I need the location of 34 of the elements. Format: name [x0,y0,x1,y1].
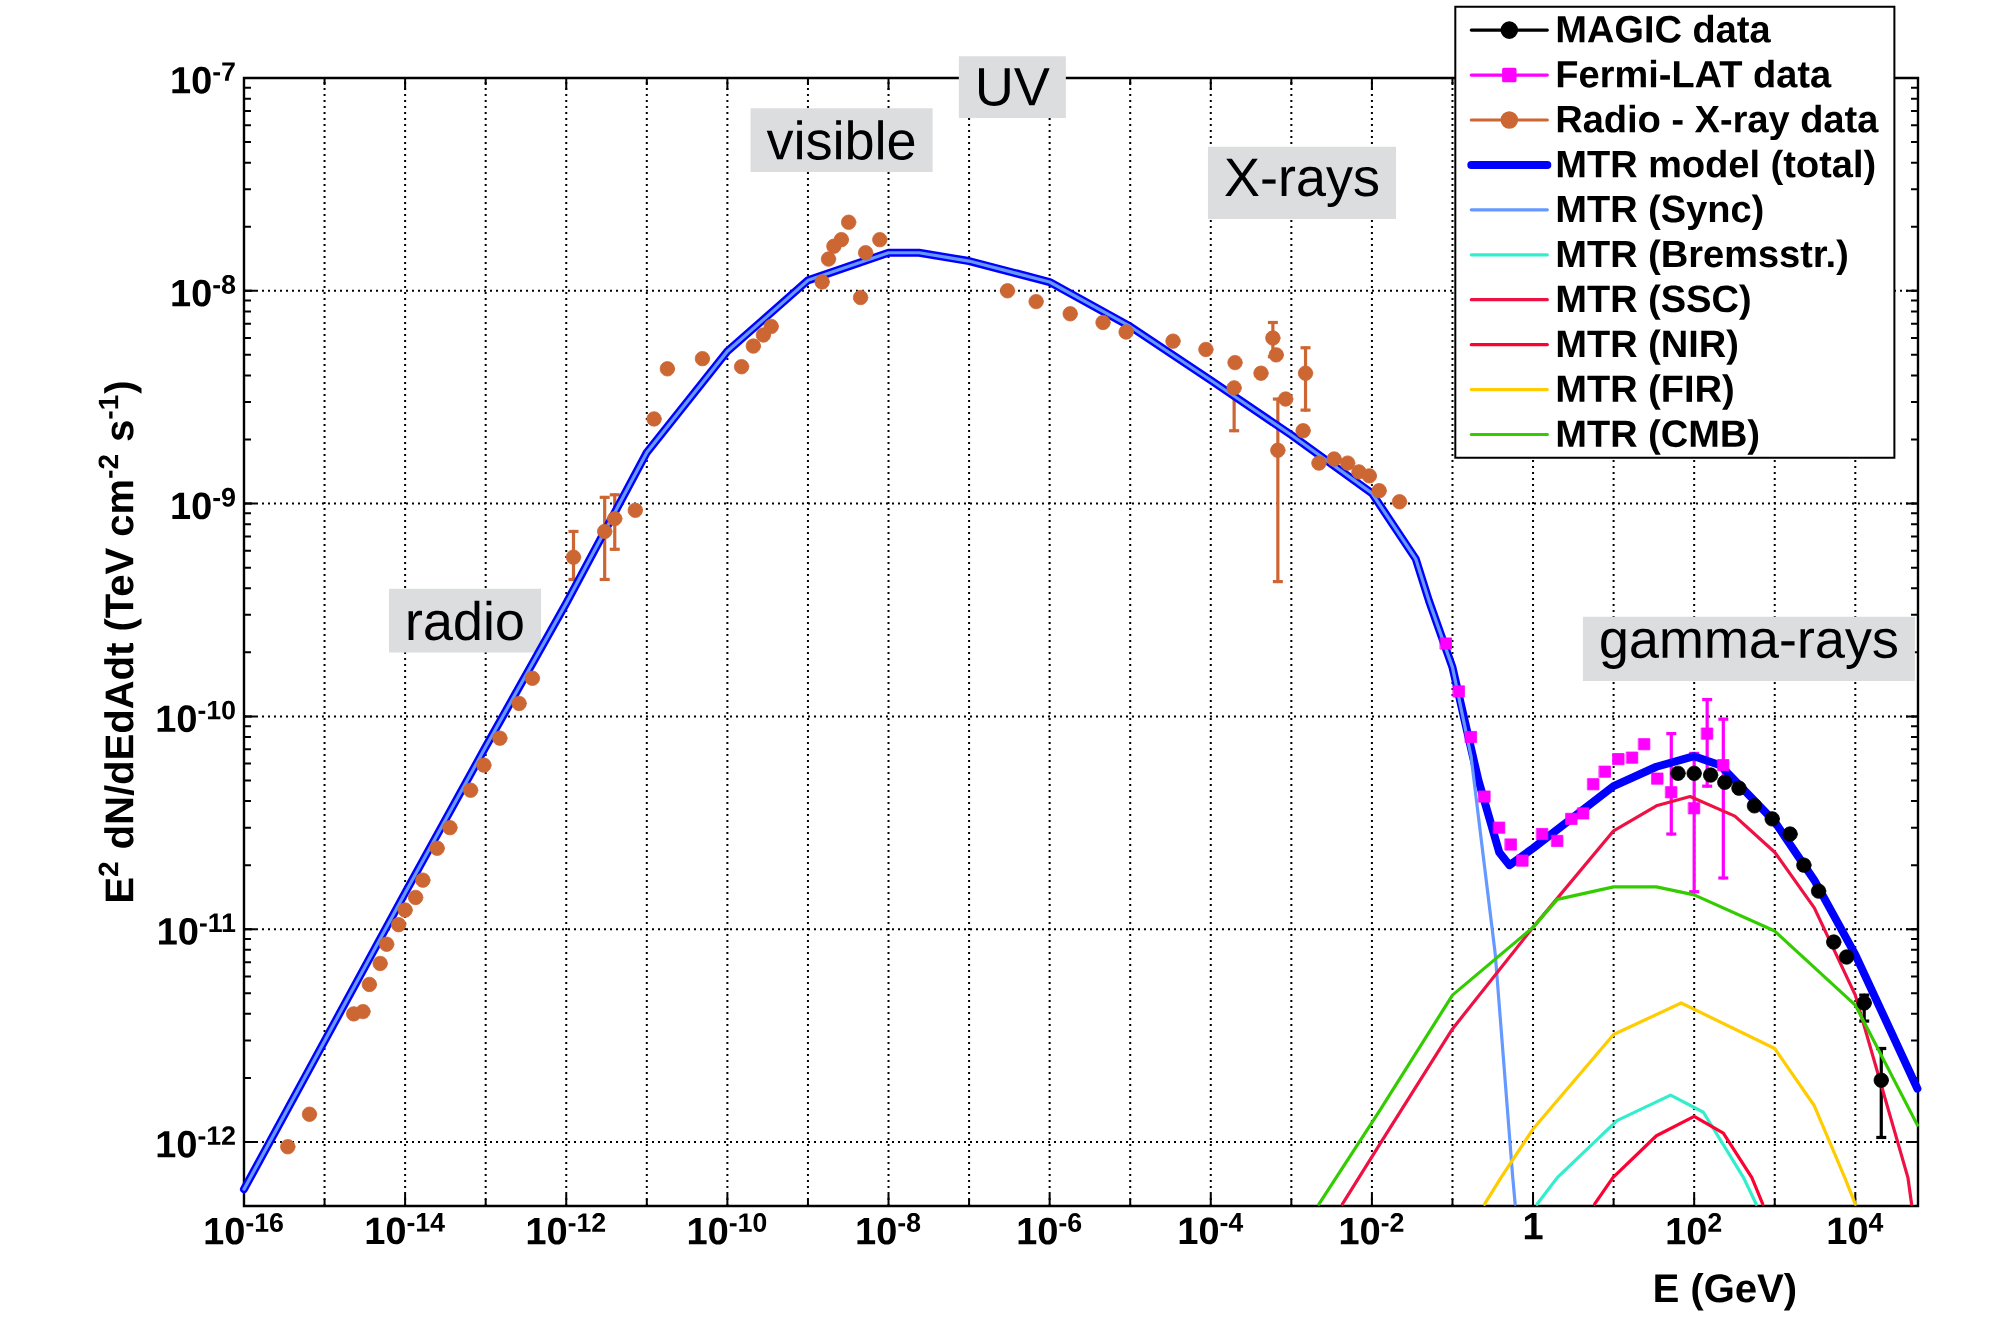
y-tick-label: 10$^{-12}$ [157,1126,235,1158]
legend-label: MTR (FIR) [1557,374,1733,410]
annotation: radio [408,600,523,641]
y-tick-label: 10$^{-7}$ [172,62,235,94]
legend-label: Radio - X-ray data [1557,104,1879,141]
legend-label: MTR model (total) [1557,149,1875,186]
legend-label: MTR (NIR) [1557,329,1737,365]
x-tick-label: 10$^{-14}$ [366,1213,445,1245]
y-tick-label: 10$^{-10}$ [157,700,235,733]
legend-label: MTR (SSC) [1557,284,1750,320]
x-tick-label: 10$^{2}$ [1667,1213,1722,1245]
y-tick-label: 10$^{-11}$ [159,913,236,945]
y-tick-label: 10$^{-8}$ [172,275,236,307]
x-tick-label: 10$^{-2}$ [1340,1213,1404,1245]
x-tick-label: 10$^{-8}$ [857,1213,921,1245]
x-tick-label: 10$^{-4}$ [1179,1213,1244,1245]
annotation: UV [979,68,1050,106]
legend-label: Fermi-LAT data [1557,59,1832,88]
annotation: gamma-rays [1601,628,1897,669]
y-axis-title: E$^{2}$ dN/dEdAdt (TeV cm$^{-2}$ s$^{-1}$) [98,382,142,901]
legend-label: MTR (CMB) [1557,419,1759,455]
x-tick-label: 10$^{-12}$ [527,1213,606,1245]
x-tick-label: 10$^{-6}$ [1018,1213,1082,1245]
annotation: X-rays [1225,158,1379,208]
legend-label: MAGIC data [1557,14,1771,43]
x-axis-title: E (GeV) [1655,1273,1796,1311]
y-tick-label: 10$^{-9}$ [172,487,235,520]
legend-label: MTR (Sync) [1557,194,1763,230]
x-tick-label: 10$^{4}$ [1828,1213,1884,1245]
annotation: visible [766,120,915,160]
x-tick-label: 10$^{-16}$ [205,1213,283,1245]
x-tick-label: 10$^{-10}$ [688,1213,767,1245]
x-tick-label: 1 [1524,1213,1543,1240]
legend-label: MTR (Bremsstr.) [1557,239,1847,275]
